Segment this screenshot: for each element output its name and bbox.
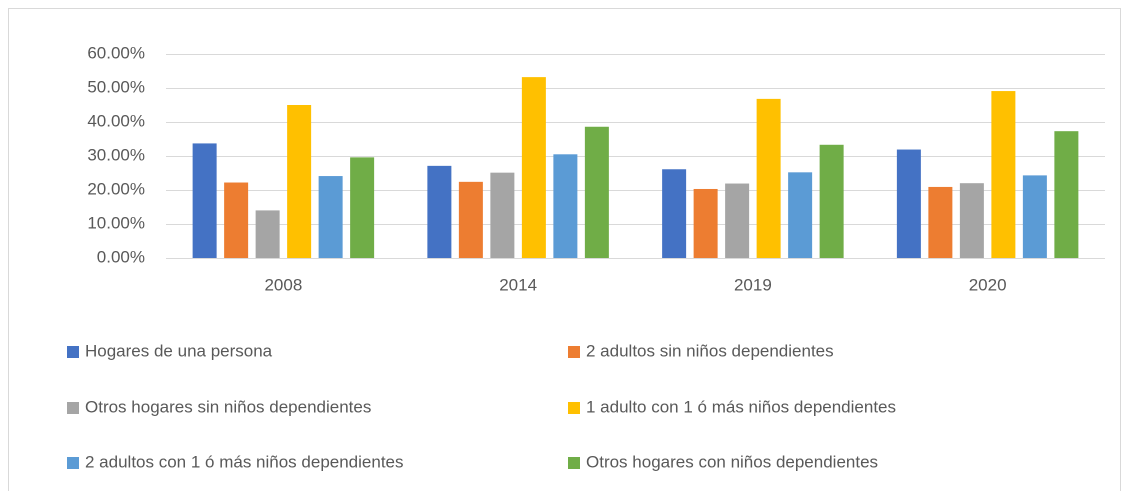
- legend-label: Otros hogares con niños dependientes: [586, 452, 878, 471]
- x-tick-label: 2014: [499, 275, 537, 294]
- bar: [255, 210, 280, 258]
- legend-label: Hogares de una persona: [85, 341, 273, 360]
- bar: [788, 172, 813, 258]
- bar: [959, 183, 984, 258]
- bar: [224, 182, 249, 258]
- y-tick-label: 60.00%: [87, 43, 145, 62]
- bar: [756, 98, 781, 258]
- y-tick-label: 0.00%: [97, 247, 145, 266]
- x-tick-label: 2019: [734, 275, 772, 294]
- bar: [192, 143, 217, 258]
- legend-swatch: [568, 346, 580, 358]
- legend-label: Otros hogares sin niños dependientes: [85, 397, 371, 416]
- legend-swatch: [568, 457, 580, 469]
- y-tick-label: 10.00%: [87, 213, 145, 232]
- bar: [1054, 131, 1079, 258]
- x-tick-label: 2020: [969, 275, 1007, 294]
- y-tick-label: 50.00%: [87, 77, 145, 96]
- bar: [896, 149, 921, 258]
- bar: [1022, 175, 1047, 258]
- legend-label: 2 adultos sin niños dependientes: [586, 341, 834, 360]
- bar: [427, 165, 452, 258]
- bar: [521, 77, 546, 259]
- bar: [350, 157, 375, 258]
- bar: [553, 154, 578, 258]
- bar: [318, 176, 343, 258]
- bar: [693, 188, 718, 258]
- bar: [458, 181, 483, 258]
- x-tick-label: 2008: [264, 275, 302, 294]
- y-tick-label: 30.00%: [87, 145, 145, 164]
- bar: [490, 172, 515, 258]
- legend-swatch: [568, 402, 580, 414]
- legend-swatch: [67, 402, 79, 414]
- y-tick-label: 40.00%: [87, 111, 145, 130]
- y-tick-label: 20.00%: [87, 179, 145, 198]
- bar: [819, 144, 844, 258]
- bar: [725, 183, 750, 258]
- bar: [928, 186, 953, 258]
- legend-label: 2 adultos con 1 ó más niños dependientes: [85, 452, 404, 471]
- bar: [662, 169, 687, 258]
- legend-swatch: [67, 457, 79, 469]
- bar: [991, 91, 1016, 258]
- legend-label: 1 adulto con 1 ó más niños dependientes: [586, 397, 896, 416]
- bar: [584, 126, 609, 258]
- bar: [287, 105, 312, 258]
- legend-swatch: [67, 346, 79, 358]
